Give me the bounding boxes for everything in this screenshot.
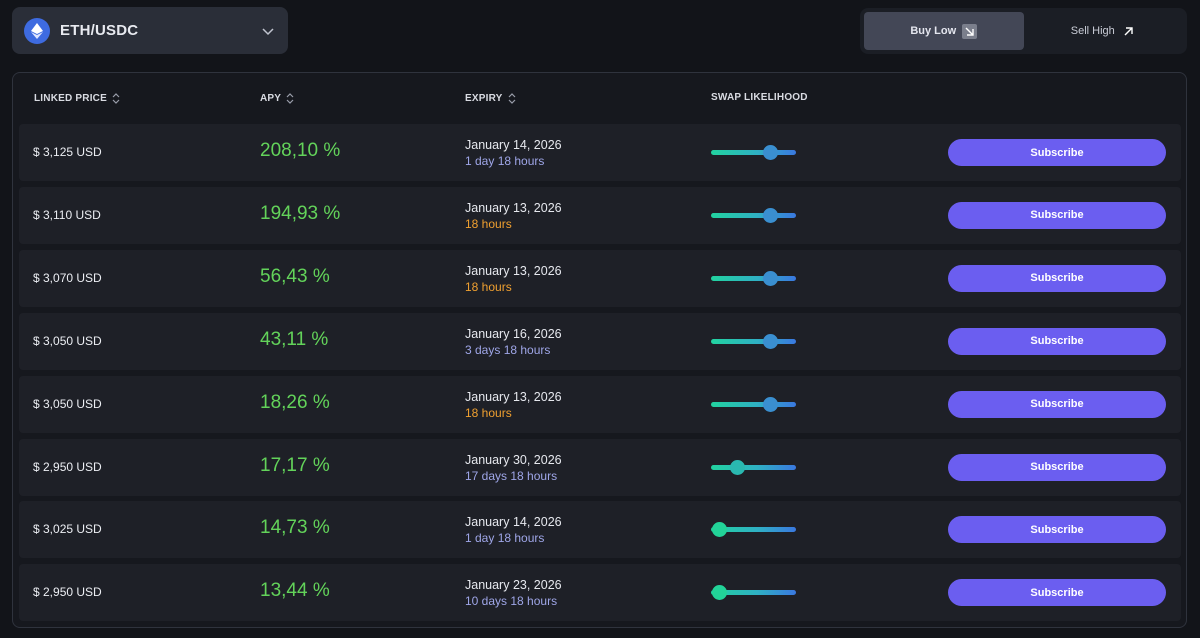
sort-icon [286,93,294,104]
expiry-countdown: 10 days 18 hours [465,594,558,609]
apy-value: 56,43 % [260,265,330,287]
subscribe-button[interactable]: Subscribe [948,390,1166,418]
expiry-date: January 16, 2026 [465,326,562,341]
table-row: $ 3,025 USD 14,73 % January 14, 2026 1 day … [19,501,1181,559]
header-linked-price[interactable]: LINKED PRICE [34,92,121,105]
expiry-countdown: 1 day 18 hours [465,154,545,168]
likelihood-knob [763,270,778,286]
subscribe-button[interactable]: Subscribe [948,579,1166,607]
header-swap-likelihood: SWAP LIKELIHOOD [711,92,808,103]
swap-likelihood-bar [711,522,796,538]
subscribe-button[interactable]: Subscribe [948,139,1166,166]
expiry: January 30, 2026 17 days 18 hours [465,452,562,484]
apy-value: 208,10 % [260,140,341,161]
header-apy-label: APY [260,93,282,104]
expiry: January 13, 2026 18 hours [465,263,562,295]
swap-likelihood-bar [711,585,796,601]
likelihood-knob [763,396,778,412]
expiry: January 13, 2026 18 hours [465,200,562,232]
expiry-date: January 23, 2026 [465,578,562,593]
apy-value: 13,44 % [260,580,330,602]
linked-price: $ 2,950 USD [33,459,102,474]
chevron-down-icon[interactable] [260,23,276,39]
expiry-countdown: 1 day 18 hours [465,531,545,546]
expiry-countdown: 3 days 18 hours [465,342,551,357]
table-row: $ 2,950 USD 13,44 % January 23, 2026 10 day… [19,564,1181,622]
header-expiry[interactable]: EXPIRY [465,92,517,105]
expiry-countdown: 18 hours [465,216,512,231]
expiry: January 13, 2026 18 hours [465,389,562,421]
subscribe-button[interactable]: Subscribe [948,264,1166,292]
expiry: January 14, 2026 1 day 18 hours [465,514,562,546]
subscribe-button[interactable]: Subscribe [948,453,1166,481]
expiry-countdown: 18 hours [465,405,512,420]
expiry-date: January 14, 2026 [465,515,562,530]
table-row: $ 2,950 USD 17,17 % January 30, 2026 17 day… [19,438,1181,496]
linked-price: $ 3,050 USD [33,333,102,348]
expiry-countdown: 17 days 18 hours [465,468,558,483]
swap-likelihood-bar [711,396,796,412]
header-linked-price-label: LINKED PRICE [34,93,107,104]
apy-value: 18,26 % [260,391,330,413]
sort-icon [112,93,120,104]
eth-usdc-pair-icon [24,17,50,44]
sell-high-label: Sell High [1070,25,1115,37]
buy-low-tab[interactable]: Buy Low [864,12,1024,50]
arrow-down-right-icon [962,23,978,39]
subscribe-button[interactable]: Subscribe [948,327,1166,355]
swap-likelihood-bar [711,459,796,475]
apy-value: 17,17 % [260,454,330,476]
sell-high-tab[interactable]: Sell High [1024,12,1184,50]
apy-value: 194,93 % [260,202,341,224]
linked-price: $ 3,110 USD [33,207,101,222]
header-apy[interactable]: APY [260,92,295,105]
pair-label: ETH/USDC [60,22,139,39]
subscribe-button[interactable]: Subscribe [948,201,1166,229]
swap-likelihood-bar [711,270,796,286]
swap-likelihood-bar [711,333,796,349]
apy-value: 43,11 % [260,328,329,350]
expiry-countdown: 18 hours [465,279,512,294]
expiry: January 14, 2026 1 day 18 hours [465,137,562,169]
linked-price: $ 2,950 USD [33,585,102,600]
likelihood-knob [763,333,778,349]
linked-price: $ 3,070 USD [33,270,102,285]
apy-value: 14,73 % [260,517,330,539]
buy-low-label: Buy Low [910,25,957,37]
table-row: $ 3,070 USD 56,43 % January 13, 2026 18 hou… [19,249,1181,307]
linked-price: $ 3,125 USD [33,145,102,159]
likelihood-knob [763,145,778,160]
expiry-date: January 14, 2026 [465,138,562,152]
table-row: $ 3,110 USD 194,93 % January 13, 2026 18 ho… [19,186,1181,244]
likelihood-knob [729,459,745,475]
likelihood-knob [712,522,727,538]
expiry-date: January 13, 2026 [465,200,562,215]
table-row: $ 3,050 USD 18,26 % January 13, 2026 18 hou… [19,375,1181,433]
likelihood-knob [763,207,778,223]
likelihood-knob [712,585,727,601]
linked-price: $ 3,025 USD [33,522,102,537]
linked-price: $ 3,050 USD [33,396,102,411]
swap-likelihood-bar [711,207,796,223]
pair-selector[interactable]: ETH/USDC [12,7,288,54]
sort-icon [508,93,515,104]
expiry: January 23, 2026 10 days 18 hours [465,577,562,609]
expiry-date: January 13, 2026 [465,389,562,404]
expiry-date: January 30, 2026 [465,452,562,467]
arrow-up-right-icon [1121,24,1136,39]
swap-likelihood-bar [711,145,796,160]
side-toggle: Buy Low Sell High [860,8,1187,54]
table-row: $ 3,125 USD 208,10 % January 14, 2026 1 day… [19,124,1181,181]
expiry-date: January 13, 2026 [465,263,562,278]
header-expiry-label: EXPIRY [465,93,503,104]
expiry: January 16, 2026 3 days 18 hours [465,326,562,358]
header-swap-likelihood-label: SWAP LIKELIHOOD [711,92,808,103]
subscribe-button[interactable]: Subscribe [948,516,1166,544]
table-row: $ 3,050 USD 43,11 % January 16, 2026 3 days… [19,312,1181,370]
